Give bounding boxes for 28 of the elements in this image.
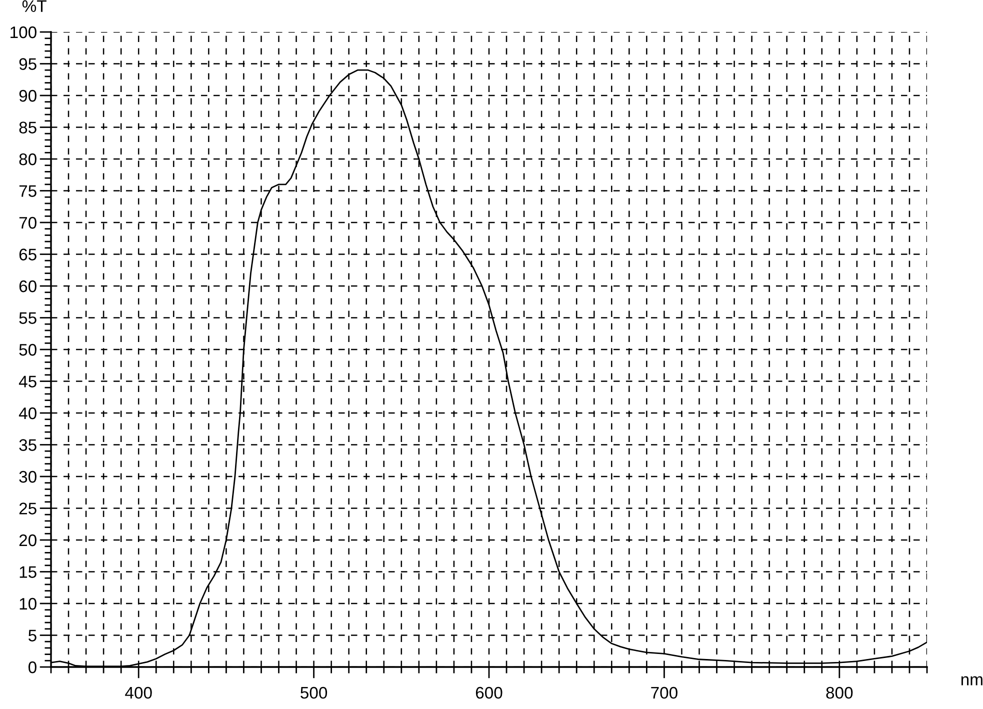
y-tick-label: 60 (19, 280, 36, 292)
y-axis-title: %T (22, 0, 46, 12)
y-tick-label: 5 (28, 630, 36, 642)
y-tick-label: 20 (19, 534, 36, 546)
y-tick-label: 10 (20, 598, 36, 610)
y-tick-label: 95 (19, 58, 36, 70)
y-tick-label: 45 (18, 376, 36, 388)
x-tick-label: 700 (651, 686, 678, 699)
x-tick-label: 500 (300, 686, 328, 699)
y-tick-label: 0 (28, 661, 36, 674)
x-tick-label: 600 (476, 686, 502, 699)
y-tick-label: 70 (19, 216, 36, 229)
y-tick-label: 75 (19, 185, 36, 197)
x-tick-label: 800 (826, 686, 853, 699)
y-tick-label: 25 (19, 502, 36, 514)
y-tick-label: 100 (10, 26, 36, 38)
x-tick-label: 400 (125, 686, 152, 699)
y-tick-label: 55 (19, 312, 36, 324)
y-tick-label: 90 (19, 90, 36, 102)
y-tick-label: 85 (19, 122, 36, 134)
y-tick-label: 40 (18, 407, 36, 420)
y-tick-label: 15 (20, 566, 36, 578)
y-tick-label: 65 (19, 248, 36, 260)
y-tick-label: 80 (19, 153, 36, 166)
y-tick-label: 50 (19, 344, 36, 356)
y-tick-label: 30 (19, 470, 36, 483)
x-axis-title: nm (961, 676, 982, 686)
y-tick-label: 35 (19, 439, 36, 451)
